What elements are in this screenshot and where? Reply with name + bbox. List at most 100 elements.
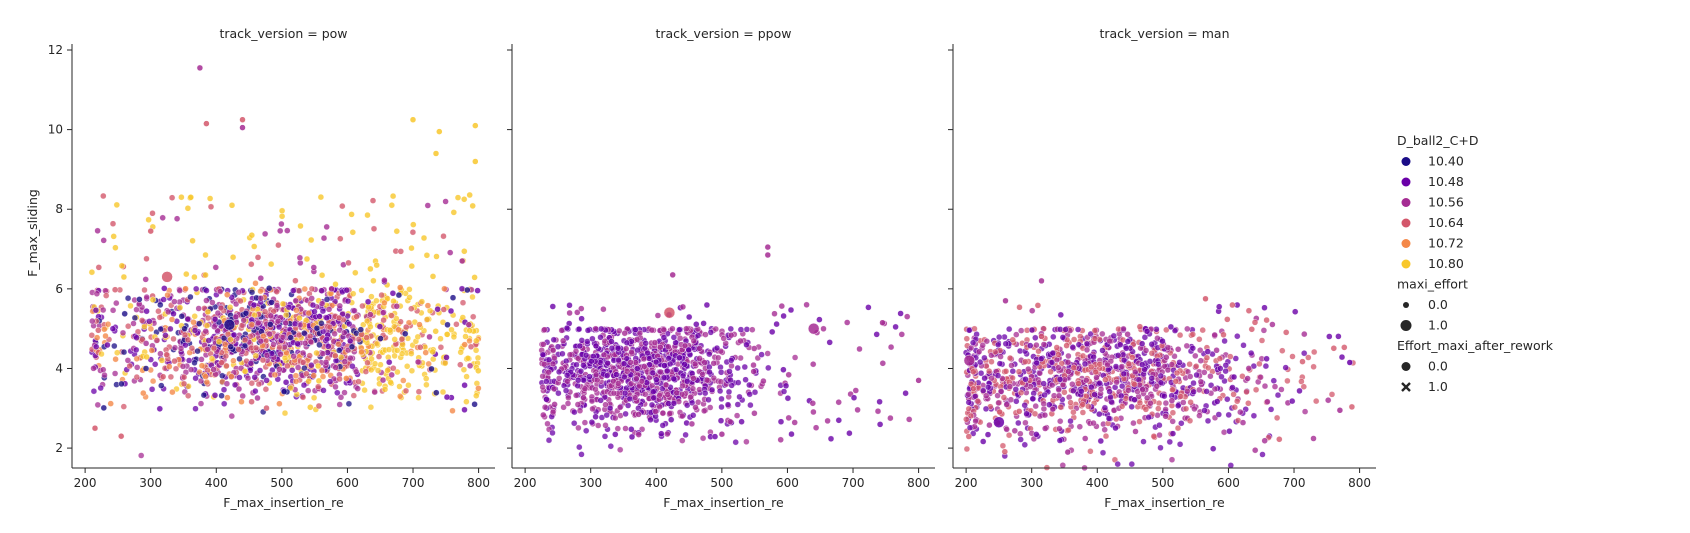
scatter-point: [384, 295, 391, 302]
scatter-point: [995, 341, 1002, 348]
x-tick-label: 500: [710, 476, 733, 490]
scatter-point: [983, 338, 990, 345]
scatter-point: [457, 361, 464, 368]
scatter-point: [408, 244, 415, 252]
scatter-point: [295, 287, 302, 294]
scatter-point: [220, 334, 228, 342]
scatter-point: [1190, 379, 1197, 387]
scatter-point: [584, 327, 592, 334]
scatter-point: [610, 390, 618, 397]
scatter-point: [1011, 427, 1018, 434]
scatter-point: [216, 288, 224, 295]
scatter-point: [622, 425, 629, 432]
scatter-point: [576, 342, 584, 350]
scatter-point: [443, 354, 450, 361]
scatter-point: [1136, 418, 1143, 425]
scatter-point: [223, 318, 236, 331]
scatter-point: [550, 336, 557, 343]
scatter-point: [1184, 388, 1191, 395]
scatter-point: [1114, 460, 1121, 468]
scatter-point: [357, 326, 364, 333]
scatter-point: [589, 335, 596, 342]
scatter-point: [983, 392, 990, 399]
scatter-point: [1131, 396, 1138, 403]
scatter-point: [1154, 412, 1161, 419]
scatter-point: [679, 303, 687, 311]
scatter-point: [402, 387, 410, 395]
scatter-point: [124, 357, 132, 364]
scatter-point: [1211, 385, 1219, 393]
scatter-point: [963, 416, 970, 423]
scatter-point: [332, 352, 339, 359]
scatter-point: [809, 400, 816, 407]
scatter-point: [1002, 297, 1009, 305]
scatter-point: [1168, 397, 1176, 404]
scatter-point: [665, 343, 672, 350]
scatter-point: [397, 318, 404, 325]
scatter-point: [472, 122, 479, 129]
scatter-point: [617, 446, 624, 453]
scatter-point: [1169, 430, 1177, 437]
scatter-point: [564, 372, 571, 379]
scatter-point: [171, 357, 178, 365]
scatter-point: [835, 417, 842, 424]
scatter-point: [700, 320, 707, 327]
scatter-point: [1215, 303, 1223, 310]
scatter-point: [966, 424, 974, 431]
scatter-point: [136, 296, 143, 303]
scatter-point: [1087, 363, 1095, 371]
scatter-point: [367, 265, 374, 273]
x-tick-label: 400: [645, 476, 668, 490]
scatter-point: [162, 332, 169, 339]
scatter-point: [554, 343, 562, 350]
scatter-point: [750, 368, 757, 375]
scatter-point: [1155, 400, 1163, 407]
scatter-point: [397, 284, 404, 291]
scatter-point: [564, 378, 571, 385]
scatter-point: [665, 400, 672, 407]
scatter-point: [1258, 337, 1266, 344]
scatter-point: [284, 362, 291, 370]
scatter-point: [856, 345, 863, 353]
scatter-point: [694, 332, 702, 339]
scatter-point: [110, 233, 117, 240]
scatter-point: [573, 361, 580, 368]
scatter-point: [353, 313, 360, 320]
scatter-point: [566, 302, 573, 309]
scatter-point: [904, 313, 911, 320]
scatter-point: [996, 360, 1004, 367]
scatter-point: [425, 360, 432, 368]
scatter-point: [1191, 405, 1198, 413]
scatter-point: [1260, 327, 1268, 334]
scatter-point: [315, 383, 322, 390]
scatter-point: [549, 360, 557, 368]
scatter-point: [1167, 323, 1175, 331]
scatter-point: [449, 294, 457, 301]
scatter-point: [887, 414, 894, 422]
scatter-point: [1192, 363, 1200, 370]
scatter-point: [996, 333, 1003, 341]
scatter-point: [670, 400, 678, 407]
scatter-point: [443, 393, 451, 401]
scatter-point: [267, 312, 274, 319]
scatter-point: [644, 349, 651, 357]
scatter-point: [1112, 424, 1119, 432]
scatter-point: [1053, 344, 1061, 351]
scatter-point: [410, 221, 417, 228]
scatter-point: [257, 338, 264, 345]
scatter-point: [1148, 350, 1156, 357]
scatter-point: [977, 358, 984, 366]
scatter-point: [777, 418, 785, 425]
scatter-point: [343, 287, 350, 294]
scatter-point: [1091, 327, 1099, 334]
scatter-point: [583, 427, 590, 434]
scatter-point: [613, 371, 620, 378]
scatter-point: [718, 395, 725, 403]
scatter-point: [1107, 393, 1114, 401]
scatter-point: [208, 355, 216, 362]
scatter-point: [544, 420, 551, 427]
scatter-point: [915, 377, 922, 384]
scatter-point: [1120, 356, 1128, 364]
scatter-point: [252, 387, 259, 395]
